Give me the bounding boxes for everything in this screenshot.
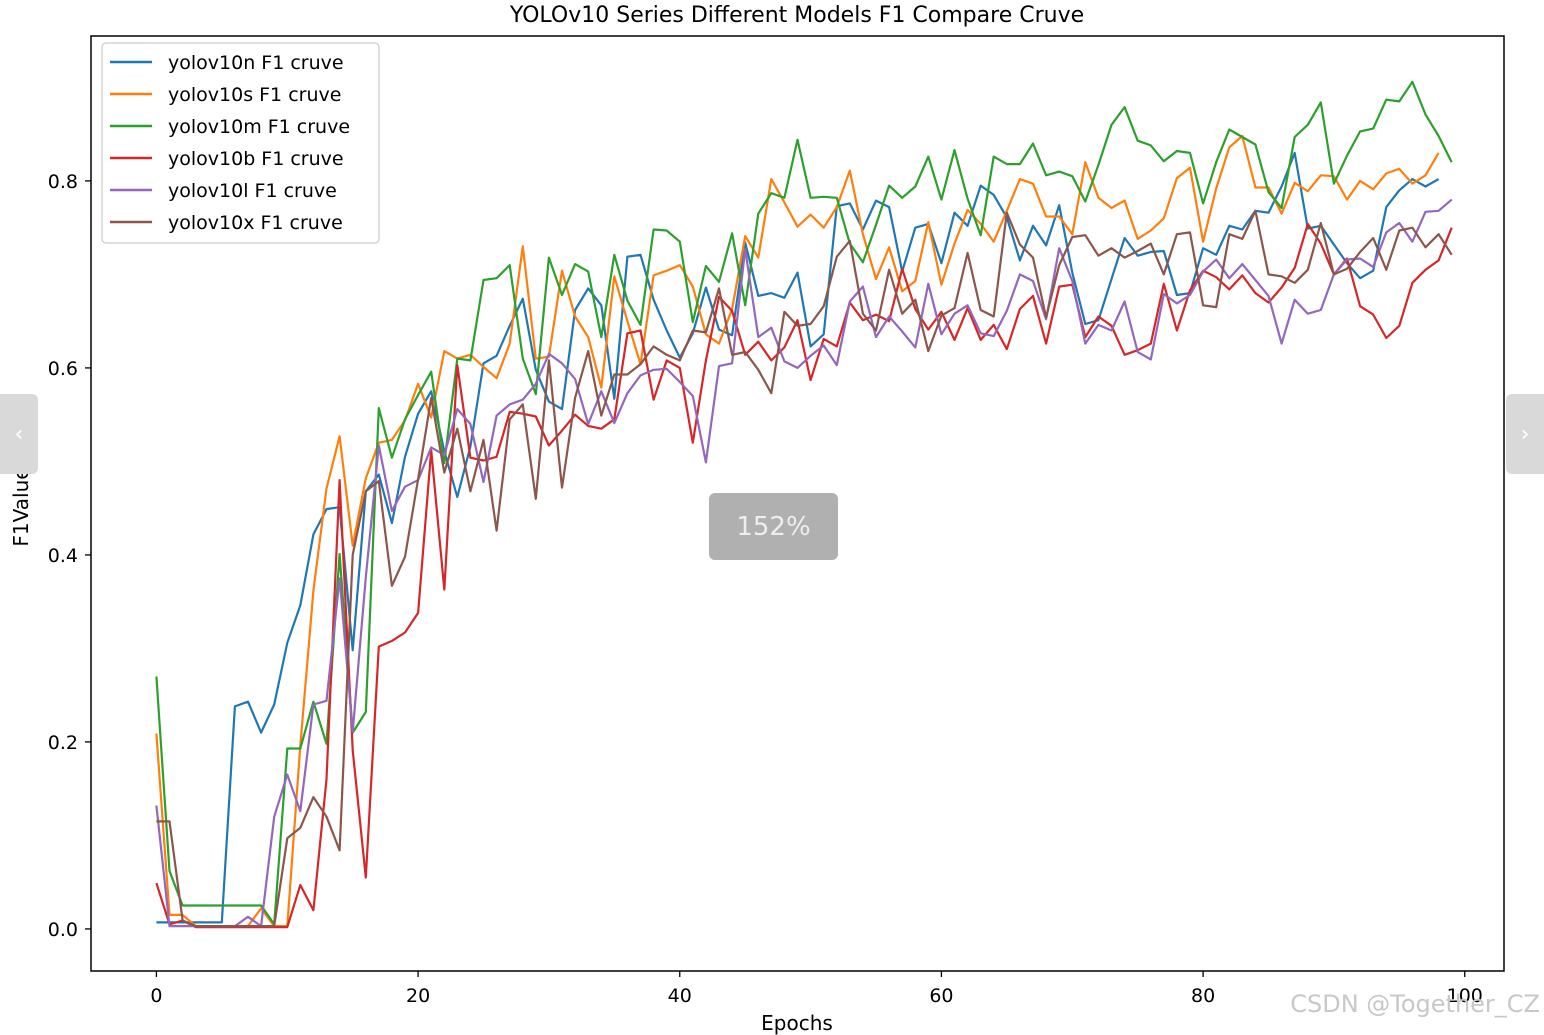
y-tick-label: 0.4 <box>48 545 78 567</box>
legend-box <box>101 42 380 244</box>
legend-label-4: yolov10l F1 cruve <box>168 180 337 202</box>
legend: yolov10n F1 cruve yolov10s F1 cruve yolov1… <box>101 42 380 244</box>
chart-title: YOLOv10 Series Different Models F1 Compa… <box>509 3 1084 28</box>
watermark: CSDN @Together_CZ <box>1290 990 1540 1018</box>
x-axis: 0 20 40 60 80 100 <box>150 971 1483 1007</box>
next-image-button[interactable]: › <box>1506 394 1544 474</box>
x-axis-label: Epochs <box>761 1011 833 1035</box>
series-line-5 <box>156 209 1453 928</box>
series-line-4 <box>155 198 1453 928</box>
series-line-2 <box>155 80 1453 926</box>
plot-frame <box>90 35 1505 972</box>
series-lines <box>155 80 1453 929</box>
chevron-right-icon: › <box>1520 421 1530 447</box>
legend-label-3: yolov10b F1 cruve <box>168 148 344 170</box>
series-line-0 <box>156 151 1440 924</box>
y-tick-label: 0.6 <box>48 358 78 380</box>
chevron-left-icon: ‹ <box>14 421 24 447</box>
series-line-3 <box>155 222 1453 929</box>
legend-label-1: yolov10s F1 cruve <box>168 84 341 106</box>
x-tick-label: 60 <box>929 985 953 1007</box>
series-line-1 <box>155 134 1440 928</box>
legend-label-0: yolov10n F1 cruve <box>168 52 344 74</box>
y-axis: 0.0 0.2 0.4 0.6 0.8 <box>48 171 91 941</box>
y-tick-label: 0.8 <box>48 171 78 193</box>
legend-label-5: yolov10x F1 cruve <box>168 212 343 234</box>
x-tick-label: 80 <box>1191 985 1215 1007</box>
previous-image-button[interactable]: ‹ <box>0 394 38 474</box>
y-tick-label: 0.2 <box>48 732 78 754</box>
zoom-level-indicator: 152% <box>709 493 838 560</box>
x-tick-label: 100 <box>1447 985 1483 1007</box>
y-axis-label: F1Value <box>9 467 33 546</box>
legend-label-2: yolov10m F1 cruve <box>168 116 350 138</box>
y-tick-label: 0.0 <box>48 919 78 941</box>
x-tick-label: 20 <box>406 985 430 1007</box>
x-tick-label: 0 <box>150 985 162 1007</box>
x-tick-label: 40 <box>668 985 692 1007</box>
